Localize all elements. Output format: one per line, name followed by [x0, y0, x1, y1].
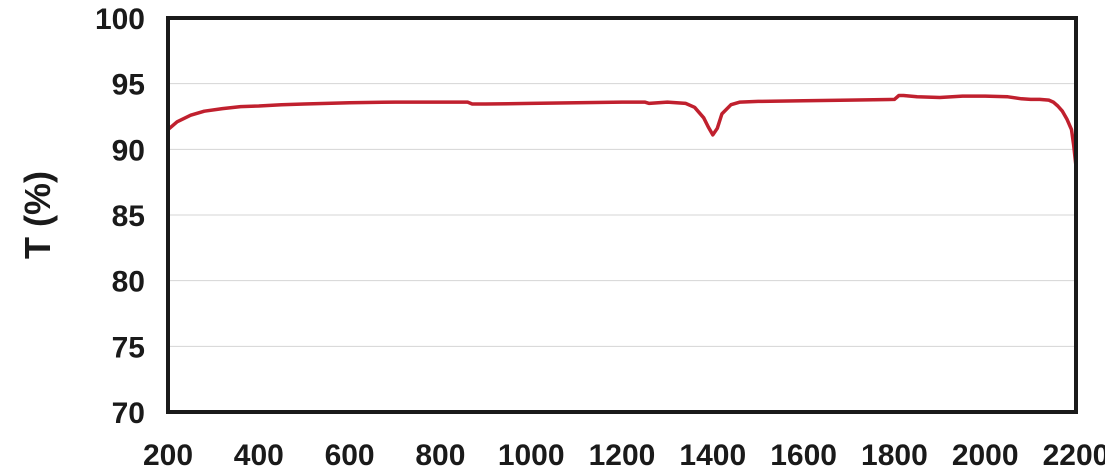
- x-tick-label-2000: 2000: [952, 439, 1019, 472]
- x-tick-label-200: 200: [143, 439, 193, 472]
- y-tick-label-75: 75: [112, 331, 145, 364]
- x-tick-label-1600: 1600: [770, 439, 837, 472]
- x-tick-label-400: 400: [234, 439, 284, 472]
- y-tick-label-95: 95: [112, 69, 145, 102]
- y-tick-label-90: 90: [112, 134, 145, 167]
- x-tick-label-1400: 1400: [679, 439, 746, 472]
- grid-lines: [168, 83, 1076, 347]
- y-tick-label-100: 100: [95, 3, 145, 36]
- x-tick-label-1000: 1000: [498, 439, 565, 472]
- x-tick-label-800: 800: [415, 439, 465, 472]
- y-axis-label: T (%): [17, 171, 58, 259]
- x-tick-label-2200: 2200: [1043, 439, 1105, 472]
- transmission-series-line: [166, 93, 1078, 169]
- plot-frame: [166, 16, 1078, 414]
- x-tick-label-1800: 1800: [861, 439, 928, 472]
- y-axis-tick-labels: 70 75 80 85 90 95 100: [95, 3, 145, 430]
- x-tick-label-600: 600: [325, 439, 375, 472]
- x-axis-tick-labels: 200 400 600 800 1000 1200 1400 1600 1800 2000 2200: [143, 439, 1105, 472]
- y-tick-label-70: 70: [112, 397, 145, 430]
- y-tick-label-80: 80: [112, 266, 145, 299]
- y-tick-label-85: 85: [112, 200, 145, 233]
- x-tick-label-1200: 1200: [589, 439, 656, 472]
